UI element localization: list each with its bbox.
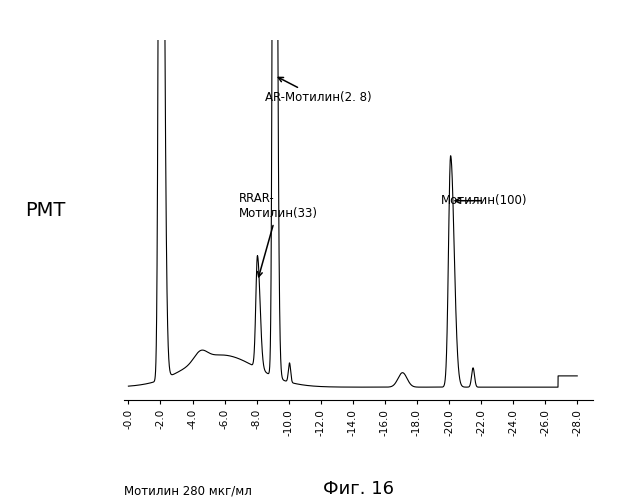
Text: RRAR-
Мотилин(33): RRAR- Мотилин(33) bbox=[239, 192, 318, 277]
Text: РМТ: РМТ bbox=[25, 200, 65, 220]
Text: Фиг. 16: Фиг. 16 bbox=[323, 480, 394, 498]
Text: Мотилин 280 мкг/мл: Мотилин 280 мкг/мл bbox=[124, 484, 252, 498]
Text: AR-Мотилин(2. 8): AR-Мотилин(2. 8) bbox=[265, 78, 371, 104]
Text: Мотилин(100): Мотилин(100) bbox=[441, 194, 528, 207]
